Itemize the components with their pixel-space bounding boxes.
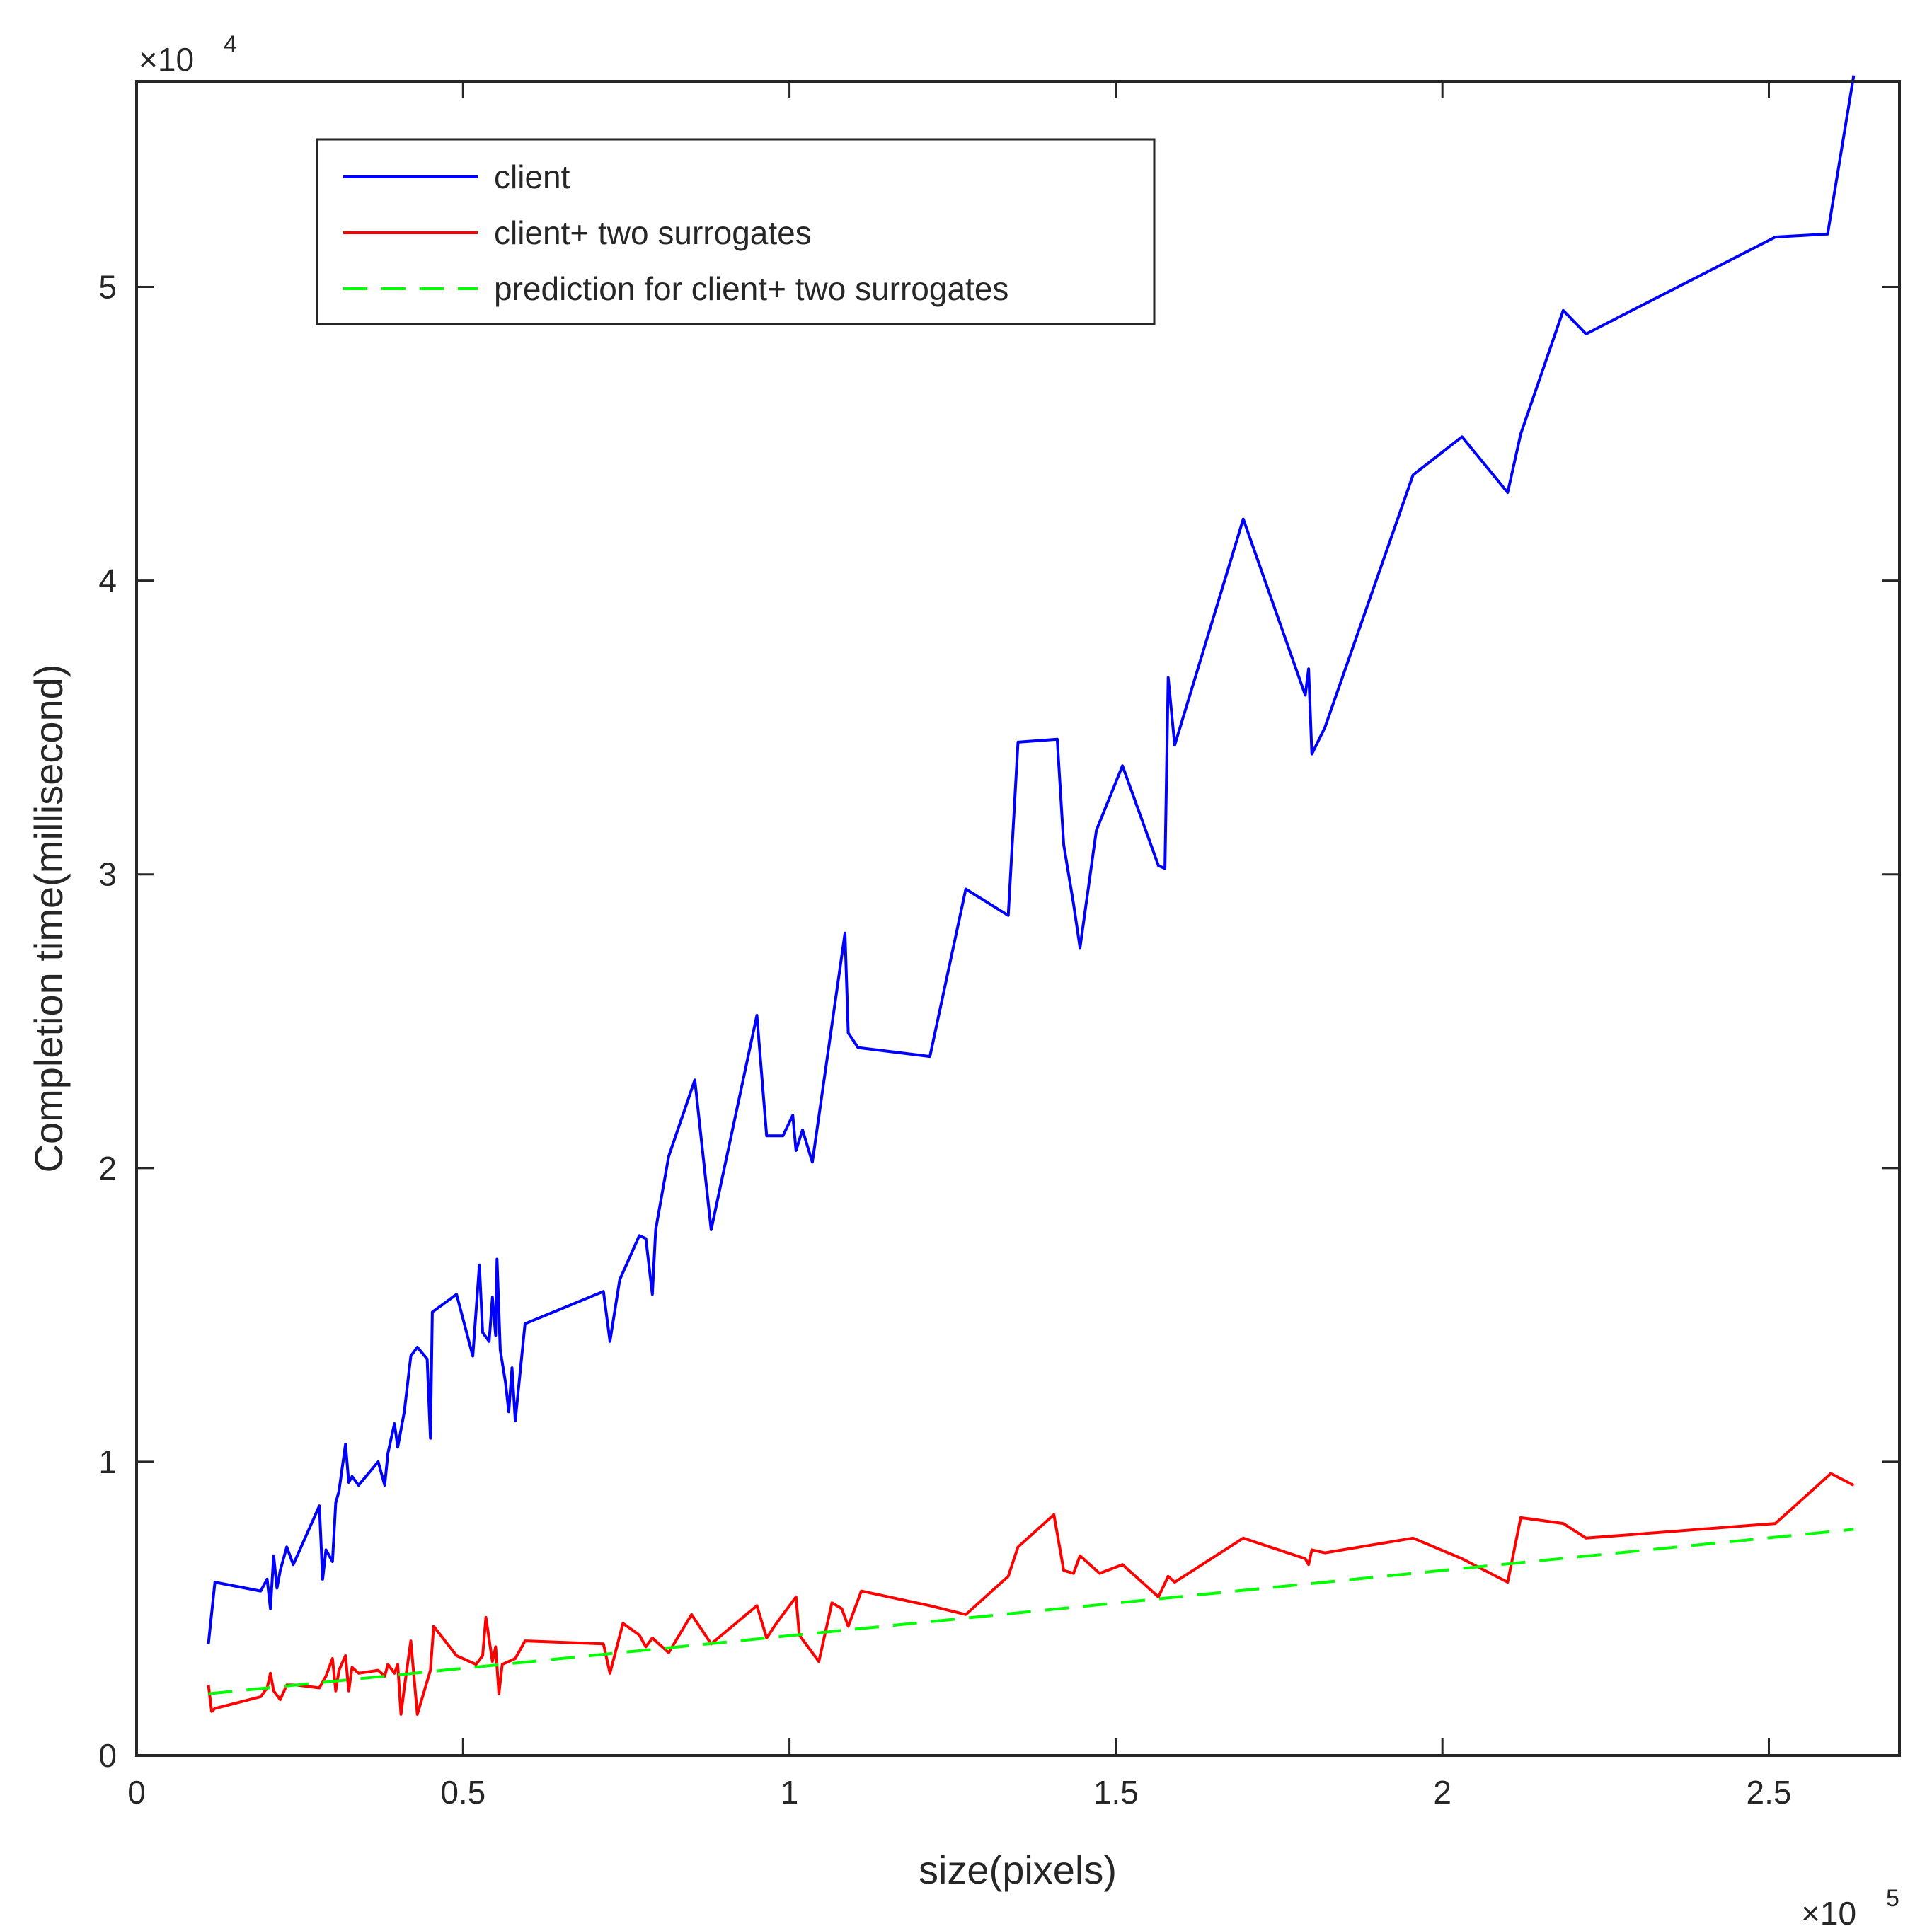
- legend-label-prediction: prediction for client+ two surrogates: [494, 270, 1008, 307]
- x-tick-label-1: 0.5: [440, 1774, 485, 1811]
- y-tick-label-3: 3: [98, 856, 117, 893]
- series-layer: [207, 75, 1856, 1716]
- x-tick-label-5: 2.5: [1747, 1774, 1792, 1811]
- y-tick-label-2: 2: [98, 1150, 117, 1187]
- y-tick-label-4: 4: [98, 563, 117, 599]
- y-tick-label-1: 1: [98, 1443, 117, 1480]
- series-line-1: [207, 1472, 1855, 1716]
- legend: client client+ two surrogates prediction…: [316, 138, 1156, 325]
- x-tick-label-0: 0: [127, 1774, 146, 1811]
- y-exponent-power: 4: [224, 31, 237, 58]
- legend-label-client-two-surrogates: client+ two surrogates: [494, 214, 812, 251]
- y-tick-label-0: 0: [98, 1737, 117, 1774]
- legend-label-client: client: [494, 158, 570, 195]
- x-tick-label-3: 1.5: [1093, 1774, 1139, 1811]
- plot-frame: [135, 80, 1901, 1757]
- y-axis-title: Completion time(millisecond): [26, 664, 71, 1173]
- x-tick-label-4: 2: [1433, 1774, 1451, 1811]
- x-tick-label-2: 1: [781, 1774, 799, 1811]
- y-exponent-base: ×10: [139, 41, 194, 78]
- x-exponent-power: 5: [1886, 1885, 1899, 1912]
- series-line-0: [207, 75, 1856, 1644]
- ticks-layer: 0 0.5 1 1.5 2 2.5 0 1 2 3 4 5: [98, 81, 1899, 1811]
- y-exponent-label: ×10 4: [139, 31, 237, 78]
- plot-area: [137, 81, 1899, 1755]
- x-exponent-base: ×10: [1801, 1895, 1856, 1926]
- x-exponent-label: ×10 5: [1801, 1885, 1899, 1926]
- y-tick-label-5: 5: [98, 269, 117, 306]
- series-line-2: [208, 1528, 1854, 1695]
- x-axis-title: size(pixels): [919, 1847, 1117, 1892]
